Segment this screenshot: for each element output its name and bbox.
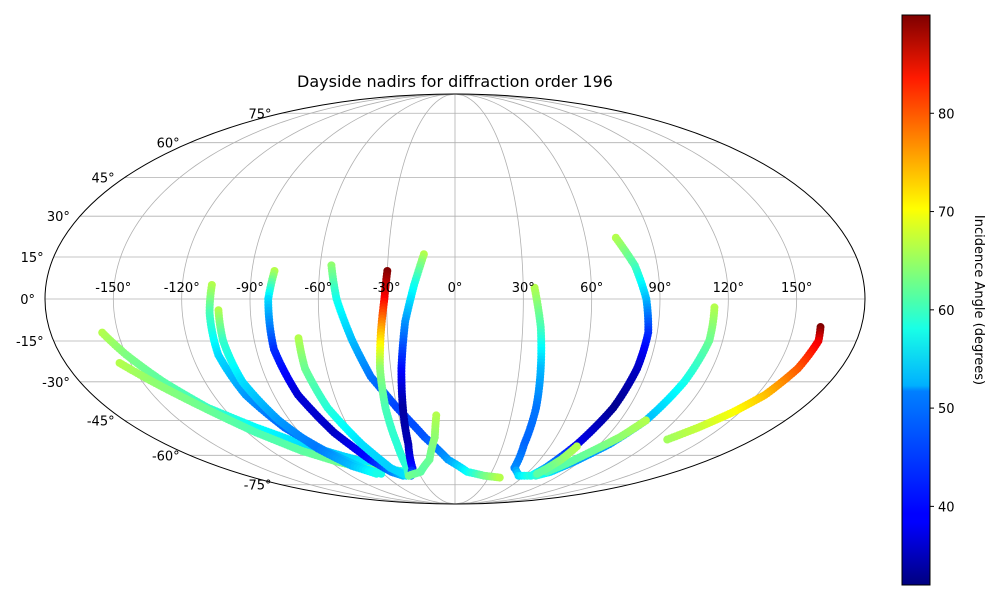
lat-tick-label: 45° <box>92 172 115 187</box>
lat-tick-label: -15° <box>16 335 44 350</box>
lat-tick-label: -45° <box>87 414 115 429</box>
colorbar: 40 50 60 70 80 Incidence Angle (degrees) <box>901 14 986 586</box>
lon-tick-label: 120° <box>713 281 744 296</box>
lon-tick-label: -120° <box>164 281 200 296</box>
lat-tick-label: -75° <box>244 479 272 494</box>
lat-tick-label: 60° <box>157 137 180 152</box>
colorbar-tick-label: 50 <box>938 402 955 417</box>
colorbar-tick-label: 40 <box>938 500 955 515</box>
lon-tick-label: -150° <box>95 281 131 296</box>
colorbar-tick-label: 60 <box>938 304 955 319</box>
colorbar-label: Incidence Angle (degrees) <box>971 215 986 385</box>
graticule <box>45 93 865 505</box>
lat-tick-label: 15° <box>21 251 44 266</box>
data-point <box>533 469 542 478</box>
data-point <box>372 469 381 478</box>
colorbar-tick-label: 80 <box>938 107 955 122</box>
colorbar-ticks: 40 50 60 70 80 <box>930 107 955 515</box>
lon-tick-label: 0° <box>448 281 463 296</box>
map-boundary <box>44 93 866 505</box>
data-point <box>404 471 413 480</box>
lat-tick-label: -30° <box>42 376 70 391</box>
lon-tick-label: 60° <box>580 281 603 296</box>
lon-tick-label: 150° <box>781 281 812 296</box>
lon-tick-label: 90° <box>648 281 671 296</box>
lon-tick-label: -60° <box>304 281 332 296</box>
lon-tick-label: -90° <box>236 281 264 296</box>
lon-tick-label: 30° <box>512 281 535 296</box>
data-point <box>495 473 504 482</box>
longitude-tick-labels: -150° -120° -90° -60° -30° 0° 30° 60° 90° 120° 150… <box>95 281 812 296</box>
lat-tick-label: -60° <box>152 449 180 464</box>
latitude-tick-labels: 75° 60° 45° 30° 15° 0° -15° -30° -45° -60° -75° <box>16 107 272 493</box>
lat-tick-label: 0° <box>20 293 35 308</box>
lon-tick-label: -30° <box>373 281 401 296</box>
map-area: -150° -120° -90° -60° -30° 0° 30° 60° 90° 120° 150… <box>16 93 866 505</box>
chart-title: Dayside nadirs for diffraction order 196 <box>297 72 613 91</box>
data-point <box>663 435 672 444</box>
data-points <box>98 233 825 482</box>
lat-tick-label: 75° <box>248 107 271 122</box>
colorbar-gradient <box>901 14 931 586</box>
lat-tick-label: 30° <box>47 210 70 225</box>
colorbar-tick-label: 70 <box>938 206 955 221</box>
